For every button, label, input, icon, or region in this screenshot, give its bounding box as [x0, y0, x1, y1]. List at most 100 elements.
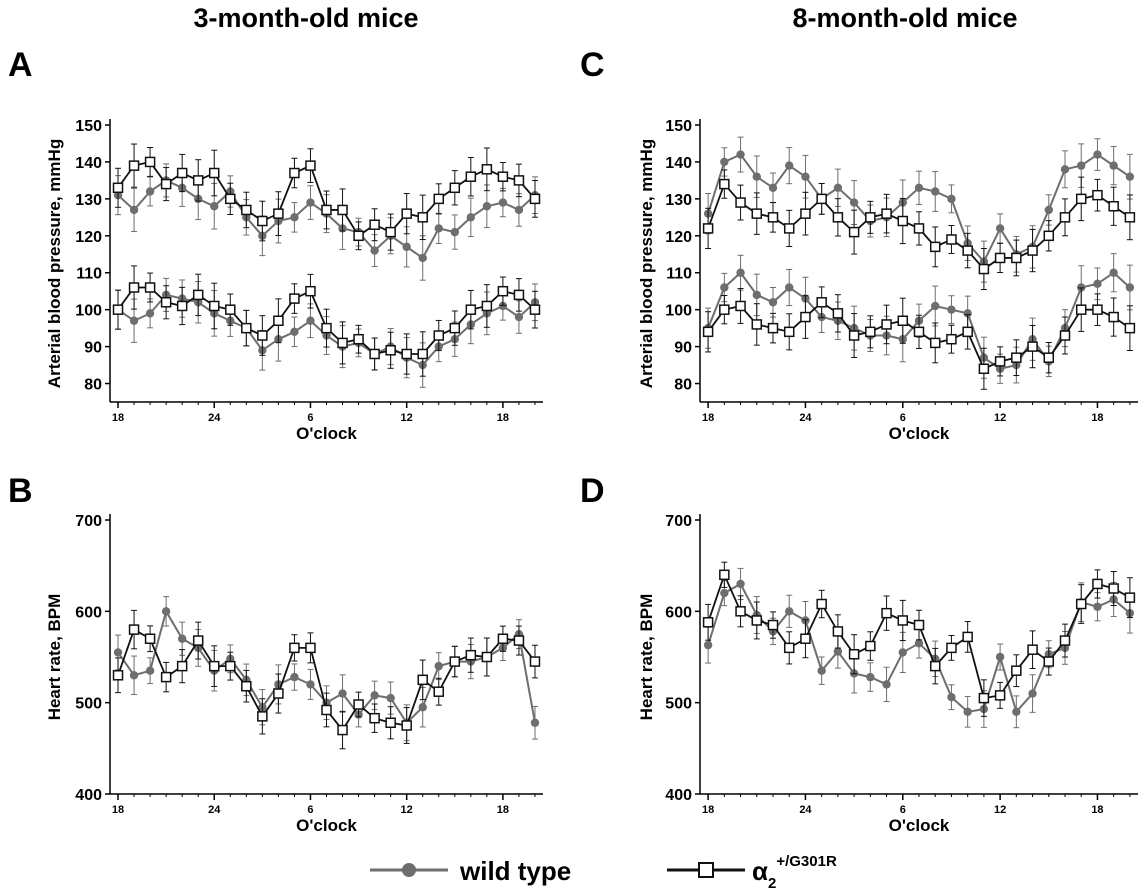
- panel-a-mutant-point: [144, 156, 156, 168]
- panel-d-wild-type-point: [866, 672, 875, 682]
- panel-d-wild-type-point: [703, 640, 713, 650]
- panel-d-wild-type-point: [963, 707, 972, 716]
- panel-b-mutant-point: [337, 724, 348, 736]
- panel-b-mutant-point: [176, 660, 188, 672]
- panel-a-wild-type-point: [145, 187, 155, 196]
- panel-a-mutant-point: [465, 171, 477, 182]
- panel-d-mutant-point: [702, 617, 714, 628]
- panel-a-chart: 80 90 100 110 120 130 140 150 18 24 6 12 18 O'clock Ar…: [45, 118, 543, 443]
- panel-c-mutant-point: [1075, 304, 1087, 315]
- panel-b-y-tick-label: 600: [75, 604, 102, 621]
- panel-a-mutant-point: [144, 282, 156, 293]
- panel-b-mutant-point: [241, 680, 252, 692]
- panel-d-mutant-point: [897, 615, 909, 626]
- panel-b-mutant-point: [353, 699, 364, 710]
- panel-c-mutant-point: [816, 193, 827, 205]
- panel-b-mutant-point: [225, 660, 236, 672]
- column-title-8-month: 8-month-old mice: [792, 3, 1017, 33]
- panel-c-mutant-point: [735, 197, 746, 208]
- panel-d-wild-type-point: [1012, 707, 1021, 716]
- panel-a-mutant-point: [257, 215, 268, 227]
- panel-d-mutant-point: [783, 642, 795, 654]
- panel-c-mutant-point: [1027, 341, 1038, 352]
- panel-c-mutant-point: [1108, 311, 1119, 323]
- panel-b-wild-type-point: [290, 672, 299, 682]
- panel-b-mutant-point: [128, 624, 140, 635]
- panel-a-wild-type-point: [514, 205, 524, 215]
- panel-a-mutant-point: [305, 160, 316, 171]
- panel-c-y-tick-label: 140: [665, 155, 692, 172]
- panel-b-wild-type-point: [434, 661, 443, 671]
- panel-c-mutant-point: [881, 319, 892, 330]
- panel-d-mutant-point: [946, 642, 957, 654]
- panel-c-chart: 80 90 100 110 120 130 140 150 18 24 6 12 18 O'clock Ar…: [637, 118, 1138, 443]
- panel-b-wild-type-point: [129, 671, 139, 680]
- panel-c-mutant-point: [929, 337, 941, 349]
- panel-c-wild-type-point: [736, 268, 745, 277]
- panel-a-mutant-point: [513, 289, 525, 301]
- column-title-3-month: 3-month-old mice: [193, 3, 418, 33]
- panel-c-mutant-point: [1059, 330, 1071, 341]
- panel-c-mutant-point: [1011, 352, 1022, 363]
- panel-a-y-tick-label: 80: [84, 377, 102, 394]
- panel-a-mutant-point: [225, 304, 236, 315]
- panel-c-mutant-point: [1027, 245, 1038, 256]
- panel-c-mutant-point: [783, 223, 795, 234]
- legend-mutant-label: α2+/G301R: [752, 853, 837, 892]
- panel-c-mutant-point: [1059, 212, 1071, 223]
- panel-c-mutant-point: [1108, 201, 1119, 212]
- panel-c-mutant-point: [962, 326, 973, 338]
- panel-a-mutant-point: [289, 167, 300, 179]
- panel-b-chart: 400 500 600 700 18 24 6 12 18 O'clock Heart rate, …: [45, 513, 543, 835]
- panel-c-y-tick-label: 130: [665, 192, 692, 209]
- panel-c-mutant-point: [897, 315, 909, 326]
- panel-a-wild-type-point: [482, 202, 492, 211]
- panel-a-wild-type-point: [306, 198, 315, 207]
- panel-a-y-tick-label: 150: [75, 118, 102, 135]
- panel-d-x-axis-title: O'clock: [889, 816, 950, 835]
- panel-a-mutant-point: [241, 204, 252, 216]
- panel-c-mutant-point: [832, 308, 844, 319]
- panel-d-mutant-point: [1011, 665, 1022, 676]
- panel-c-mutant-point: [702, 223, 714, 234]
- panel-c-mutant-point: [929, 241, 941, 253]
- panel-d-mutant-point: [848, 649, 860, 660]
- panel-b-mutant-point: [513, 635, 525, 646]
- panel-d-y-axis-title: Heart rate, BPM: [637, 594, 656, 721]
- panel-a-mutant-point: [273, 208, 284, 219]
- panel-a-mutant-point: [401, 348, 412, 360]
- panel-c-wild-type-point: [1044, 205, 1053, 215]
- panel-b-mutant-point: [273, 688, 284, 699]
- panel-c-mutant-point: [848, 226, 860, 238]
- panel-a-wild-type-point: [498, 198, 508, 207]
- panel-d-mutant-point: [865, 640, 876, 652]
- panel-b-x-tick-label: 18: [112, 804, 124, 816]
- panel-b-mutant-point: [321, 704, 332, 716]
- panel-d-mutant-point: [962, 631, 973, 643]
- panel-a-y-tick-label: 100: [75, 303, 102, 320]
- panel-a-wild-type-point: [434, 224, 443, 233]
- legend-mutant-alpha: α: [752, 856, 768, 886]
- panel-c-wild-type-point: [752, 172, 761, 181]
- panel-d-y-tick-label: 400: [665, 787, 692, 804]
- panel-a-mutant-point: [353, 230, 364, 242]
- panel-d-mutant-point: [994, 690, 1006, 701]
- panel-c-x-axis-title: O'clock: [889, 424, 950, 443]
- panel-b-wild-type-point: [113, 648, 123, 657]
- panel-b-mutant-point: [449, 656, 461, 667]
- panel-d-mutant-point: [719, 569, 730, 581]
- legend-wild-type-label: wild type: [459, 856, 571, 886]
- panel-d-wild-type-point: [914, 639, 924, 648]
- panel-a-mutant-point: [321, 322, 332, 334]
- panel-a-wild-type-point: [306, 316, 315, 325]
- panel-a-mutant-point: [529, 193, 541, 205]
- panel-c-mutant-point: [865, 326, 876, 338]
- panel-b-mutant-point: [289, 642, 300, 654]
- panel-b-wild-type-point: [338, 689, 347, 698]
- panel-c-wild-type-point: [1077, 161, 1086, 170]
- panel-a-mutant-point: [160, 178, 172, 190]
- panel-c-mutant-point: [978, 363, 990, 375]
- panel-a-wild-type-point: [290, 213, 299, 222]
- panel-b-wild-type-point: [530, 718, 540, 727]
- panel-d-wild-type-point: [817, 666, 826, 675]
